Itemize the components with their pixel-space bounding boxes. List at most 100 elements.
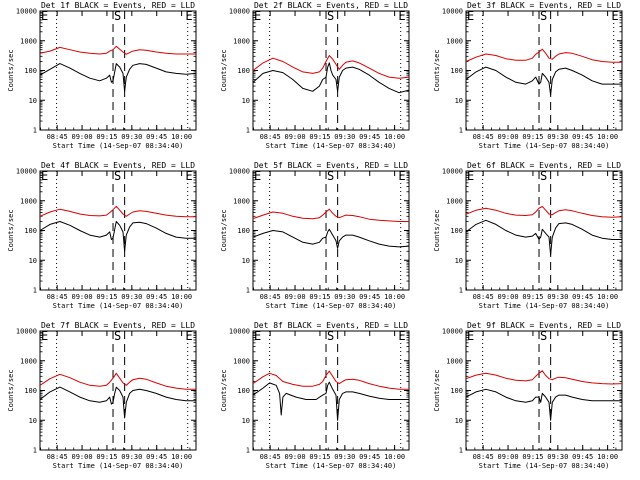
panel-title: Det 8f BLACK = Events, RED = LLD [254, 321, 408, 330]
x-tick-label: 10:00 [171, 453, 192, 461]
y-tick-label: 10 [29, 257, 37, 265]
detector-panel-1: Det 1f BLACK = Events, RED = LLD 1 10 100 10… [0, 0, 213, 160]
panel-title: Det 7f BLACK = Events, RED = LLD [41, 321, 195, 330]
y-tick-label: 1 [33, 447, 37, 455]
detector-panel-8: Det 8f BLACK = Events, RED = LLD 1 10 100 10… [213, 320, 426, 480]
detector-panel-9: Det 9f BLACK = Events, RED = LLD 1 10 100 10… [426, 320, 639, 480]
detector-panel-6: Det 6f BLACK = Events, RED = LLD 1 10 100 10… [426, 160, 639, 320]
y-tick-label: 1 [459, 287, 463, 295]
y-tick-label: 1000 [233, 37, 250, 45]
plot-frame [465, 170, 623, 291]
x-tick-label: 10:00 [597, 133, 618, 141]
plot-frame [252, 330, 410, 451]
y-axis-label: Counts/sec [220, 369, 228, 411]
detector-chart-6: Det 6f BLACK = Events, RED = LLD 1 10 100 10… [433, 161, 623, 310]
marker-s: S [327, 329, 334, 343]
y-tick-label: 10000 [16, 328, 37, 336]
y-tick-label: 1000 [446, 37, 463, 45]
y-tick-label: 10 [29, 417, 37, 425]
y-tick-label: 10000 [229, 168, 250, 176]
y-tick-label: 10 [242, 417, 250, 425]
x-tick-label: 09:00 [72, 133, 93, 141]
marker-s: S [540, 9, 547, 23]
x-tick-label: 09:00 [498, 133, 519, 141]
y-tick-label: 1 [246, 447, 250, 455]
x-tick-label: 10:00 [597, 293, 618, 301]
x-tick-label: 09:15 [96, 293, 117, 301]
marker-s: S [540, 169, 547, 183]
detector-chart-3: Det 3f BLACK = Events, RED = LLD 1 10 100 10… [433, 1, 623, 150]
series-line-lld [252, 208, 409, 222]
x-tick-label: 10:00 [384, 133, 405, 141]
marker-e: E [467, 9, 474, 23]
detector-panel-4: Det 4f BLACK = Events, RED = LLD 1 10 100 10… [0, 160, 213, 320]
y-tick-label: 10000 [16, 8, 37, 16]
panel-title: Det 4f BLACK = Events, RED = LLD [41, 161, 195, 170]
x-axis-label: Start Time (14-Sep-07 08:34:40) [53, 142, 184, 150]
y-axis-label: Counts/sec [220, 49, 228, 91]
y-tick-label: 10 [29, 97, 37, 105]
y-tick-label: 100 [24, 227, 37, 235]
plot-frame [39, 10, 197, 131]
plot-frame [39, 170, 197, 291]
series-line-lld [465, 370, 623, 385]
x-tick-label: 09:15 [522, 133, 543, 141]
x-tick-label: 09:00 [498, 453, 519, 461]
y-tick-label: 10 [242, 257, 250, 265]
x-tick-label: 09:30 [334, 453, 355, 461]
x-tick-label: 09:15 [309, 453, 330, 461]
x-tick-label: 09:15 [522, 293, 543, 301]
x-axis-label: Start Time (14-Sep-07 08:34:40) [479, 302, 610, 310]
x-tick-label: 10:00 [384, 453, 405, 461]
series-line-lld [39, 45, 196, 55]
x-tick-label: 09:30 [547, 293, 568, 301]
x-tick-label: 09:00 [72, 453, 93, 461]
y-tick-label: 1000 [233, 357, 250, 365]
x-axis-label: Start Time (14-Sep-07 08:34:40) [266, 302, 397, 310]
x-tick-label: 09:45 [146, 453, 167, 461]
y-tick-label: 10000 [442, 8, 463, 16]
marker-e: E [41, 169, 48, 183]
panel-title: Det 1f BLACK = Events, RED = LLD [41, 1, 195, 10]
detector-chart-1: Det 1f BLACK = Events, RED = LLD 1 10 100 10… [7, 1, 197, 150]
x-tick-label: 09:30 [121, 293, 142, 301]
series-line-lld [252, 55, 410, 79]
y-tick-label: 1 [459, 127, 463, 135]
marker-e: E [254, 169, 261, 183]
detector-chart-9: Det 9f BLACK = Events, RED = LLD 1 10 100 10… [433, 321, 623, 470]
marker-e: E [398, 329, 405, 343]
series-line-events [39, 386, 196, 419]
x-tick-label: 09:00 [285, 293, 306, 301]
detector-chart-5: Det 5f BLACK = Events, RED = LLD 1 10 100 10… [220, 161, 410, 310]
y-tick-label: 10000 [229, 8, 250, 16]
x-axis-label: Start Time (14-Sep-07 08:34:40) [53, 302, 184, 310]
series-line-events [252, 228, 410, 249]
marker-s: S [114, 169, 121, 183]
y-tick-label: 100 [24, 387, 37, 395]
series-line-lld [252, 370, 409, 390]
y-tick-label: 100 [450, 227, 463, 235]
panel-title: Det 6f BLACK = Events, RED = LLD [467, 161, 621, 170]
marker-e: E [254, 9, 261, 23]
detector-chart-4: Det 4f BLACK = Events, RED = LLD 1 10 100 10… [7, 161, 197, 310]
series-line-events [465, 66, 622, 96]
x-tick-label: 09:45 [146, 133, 167, 141]
x-tick-label: 09:15 [309, 293, 330, 301]
x-tick-label: 09:30 [334, 133, 355, 141]
x-tick-label: 09:15 [96, 453, 117, 461]
x-tick-label: 09:45 [572, 133, 593, 141]
y-tick-label: 10 [455, 257, 463, 265]
x-axis-label: Start Time (14-Sep-07 08:34:40) [479, 462, 610, 470]
y-tick-label: 10 [242, 97, 250, 105]
marker-e: E [467, 329, 474, 343]
y-tick-label: 1000 [233, 197, 250, 205]
marker-s: S [327, 169, 334, 183]
plot-frame [39, 330, 197, 451]
detector-chart-7: Det 7f BLACK = Events, RED = LLD 1 10 100 10… [7, 321, 197, 470]
x-tick-label: 09:45 [572, 453, 593, 461]
y-axis-label: Counts/sec [7, 369, 15, 411]
y-axis-label: Counts/sec [7, 209, 15, 251]
panel-title: Det 2f BLACK = Events, RED = LLD [254, 1, 408, 10]
x-tick-label: 09:15 [522, 453, 543, 461]
x-tick-label: 09:45 [359, 293, 380, 301]
